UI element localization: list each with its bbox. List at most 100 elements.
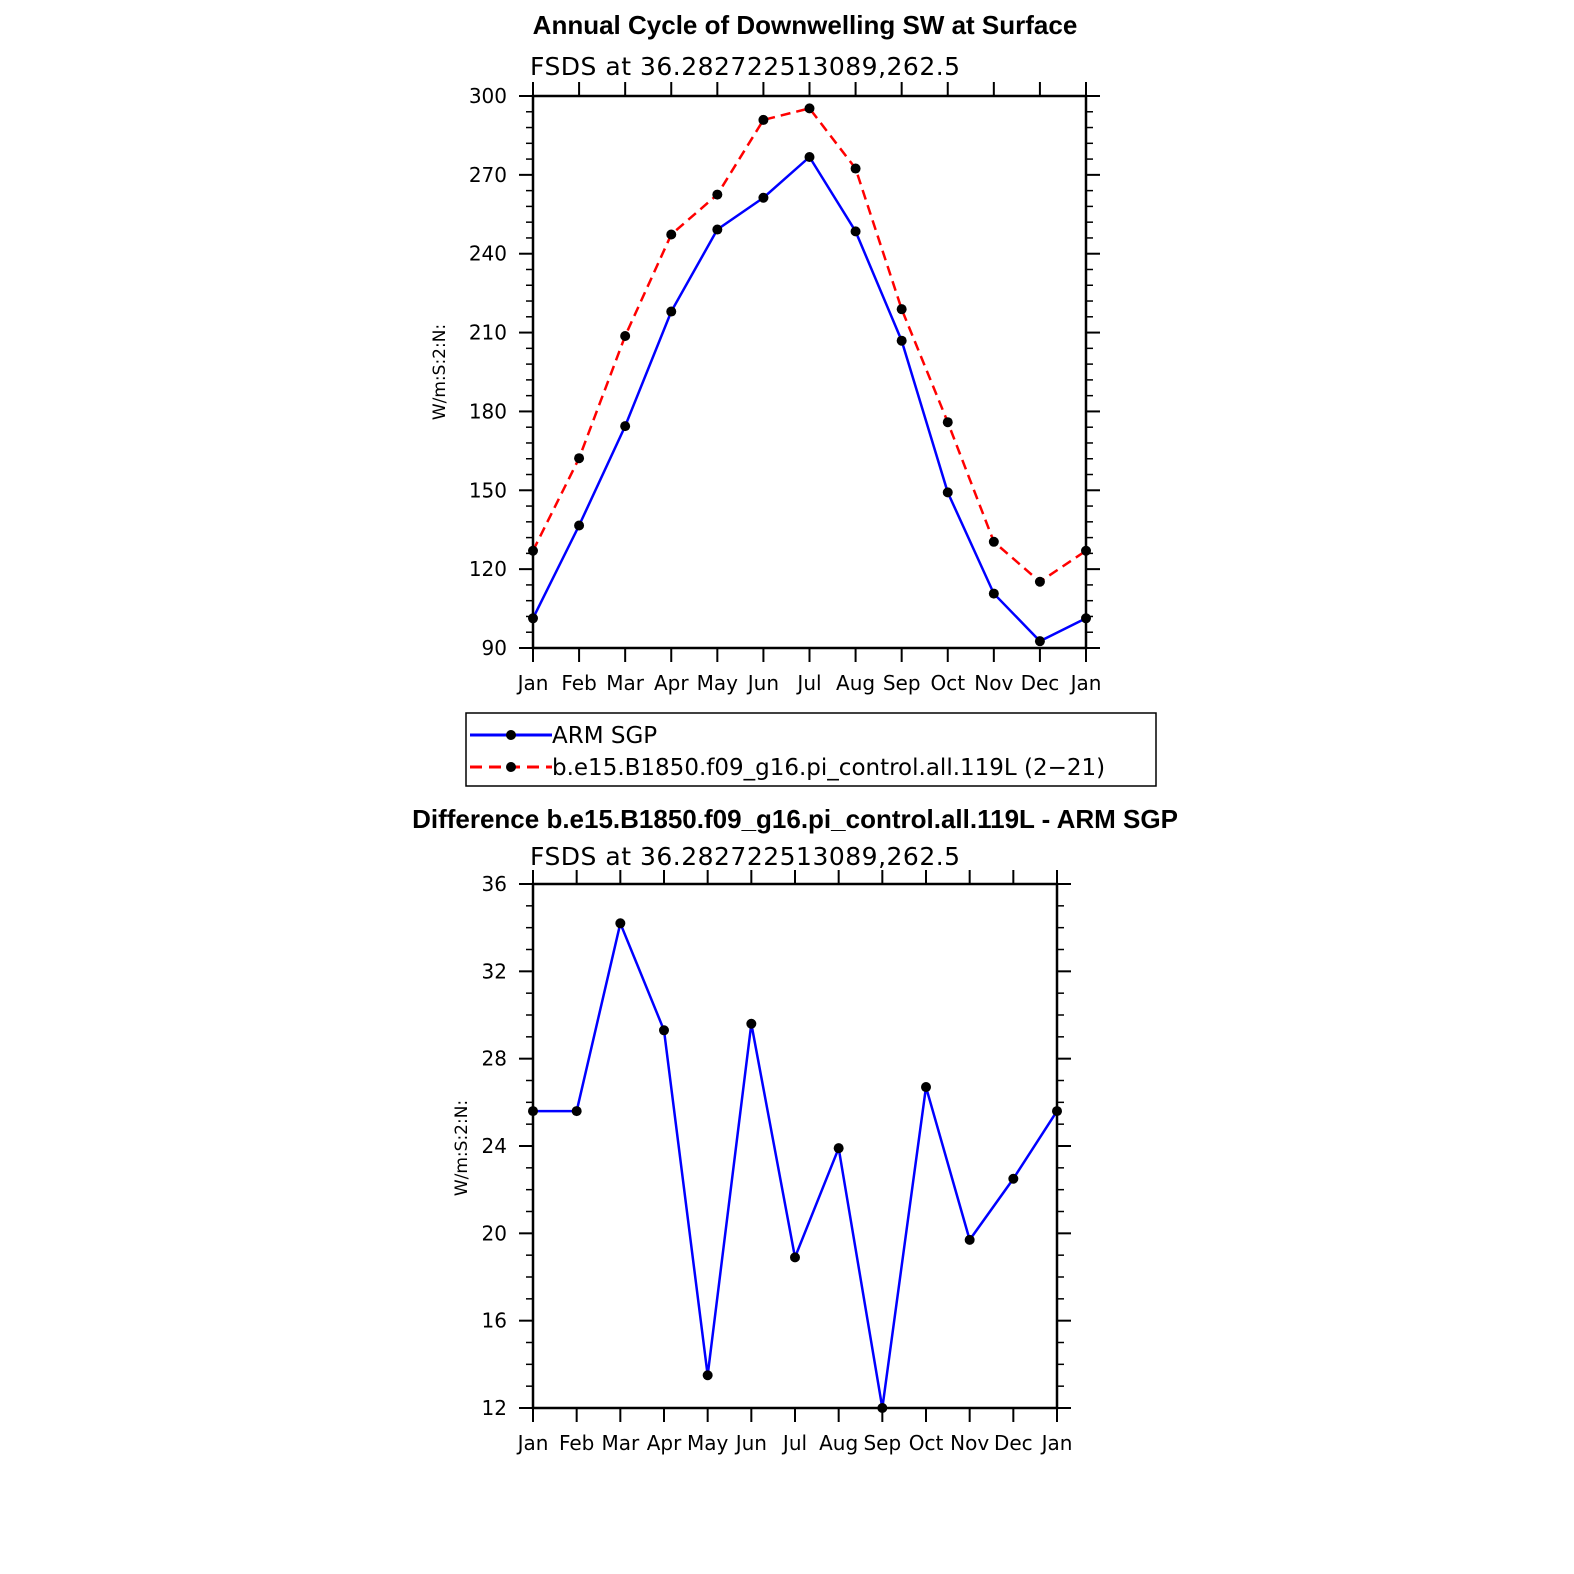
legend: ARM SGP b.e15.B1850.f09_g16.pi_control.a… <box>465 712 1157 787</box>
y-tick-label: 270 <box>469 163 507 187</box>
data-point <box>1034 576 1045 587</box>
y-tick-label: 90 <box>482 636 507 660</box>
data-point <box>790 1252 800 1263</box>
data-point <box>746 1018 757 1029</box>
y-tick-labels: 12 16 20 24 28 32 36 <box>482 872 507 1420</box>
legend-label-model: b.e15.B1850.f09_g16.pi_control.all.119L … <box>552 755 1105 781</box>
data-point <box>804 151 815 162</box>
x-tick-label: Apr <box>654 671 689 695</box>
x-tick-label: Nov <box>950 1431 989 1455</box>
data-point <box>574 453 585 464</box>
data-point <box>702 1370 713 1381</box>
x-tick-label: Oct <box>930 671 965 695</box>
axes-frame <box>519 82 1100 662</box>
data-point <box>964 1234 975 1245</box>
x-tick-label: Feb <box>559 1431 594 1455</box>
data-point <box>758 114 769 125</box>
series-group <box>528 103 1091 647</box>
data-point <box>1052 1106 1062 1117</box>
difference-chart: Difference b.e15.B1850.f09_g16.pi_contro… <box>412 804 1178 1455</box>
x-tick-label: Sep <box>883 671 921 695</box>
x-tick-label: May <box>687 1431 729 1455</box>
axes-frame <box>519 870 1071 1422</box>
data-point <box>921 1082 931 1093</box>
data-point <box>528 1106 538 1117</box>
data-point <box>666 306 677 317</box>
legend-marker-arm-sgp <box>506 730 516 740</box>
y-tick-label: 16 <box>482 1309 507 1333</box>
x-tick-label: Mar <box>601 1431 640 1455</box>
data-point <box>528 545 538 556</box>
chart-subtitle: FSDS at 36.282722513089,262.5 <box>530 842 961 871</box>
y-tick-label: 12 <box>482 1396 507 1420</box>
data-point <box>850 226 861 237</box>
x-tick-label: Feb <box>561 671 596 695</box>
data-point <box>942 487 953 498</box>
series-group <box>528 918 1062 1413</box>
y-tick-label: 150 <box>469 478 507 502</box>
x-tick-label: Jan <box>1040 1431 1073 1455</box>
y-tick-label: 180 <box>469 399 507 423</box>
plot-frame <box>531 94 1088 650</box>
data-point <box>615 918 626 929</box>
y-tick-label: 120 <box>469 557 507 581</box>
x-tick-label: Jun <box>734 1431 767 1455</box>
x-tick-label: May <box>697 671 739 695</box>
data-point <box>1081 545 1091 556</box>
x-tick-label: Jun <box>746 671 779 695</box>
data-point <box>1008 1173 1019 1184</box>
x-tick-label: Apr <box>647 1431 682 1455</box>
data-point <box>571 1106 582 1117</box>
data-point <box>620 330 631 341</box>
annual-cycle-chart: Annual Cycle of Downwelling SW at Surfac… <box>430 10 1157 787</box>
chart-subtitle: FSDS at 36.282722513089,262.5 <box>530 52 961 81</box>
data-point <box>528 613 538 624</box>
data-point <box>1034 636 1045 647</box>
x-tick-labels: Jan Feb Mar Apr May Jun Jul Aug Sep Oct Nov Dec Jan <box>516 1431 1073 1455</box>
x-tick-label: Dec <box>1021 671 1060 695</box>
x-tick-label: Aug <box>819 1431 858 1455</box>
data-point <box>758 192 769 203</box>
y-tick-label: 24 <box>482 1134 507 1158</box>
x-tick-label: Jul <box>781 1431 807 1455</box>
x-tick-labels: Jan Feb Mar Apr May Jun Jul Aug Sep Oct Nov Dec Jan <box>516 671 1102 695</box>
y-axis-label: W/m:S:2:N: <box>430 324 450 420</box>
x-tick-label: Jan <box>1069 671 1102 695</box>
y-tick-label: 28 <box>482 1047 507 1071</box>
y-tick-label: 210 <box>469 321 507 345</box>
data-point <box>620 421 631 432</box>
y-tick-labels: 90 120 150 180 210 240 270 300 <box>469 84 507 660</box>
data-point <box>850 163 861 174</box>
series-line-0 <box>533 919 1059 1409</box>
x-tick-label: Sep <box>863 1431 901 1455</box>
data-point <box>896 304 907 315</box>
series-line-0 <box>531 155 1087 643</box>
legend-box <box>465 712 1157 787</box>
x-tick-label: Jul <box>795 671 821 695</box>
x-tick-label: Mar <box>606 671 645 695</box>
y-tick-label: 32 <box>482 959 507 983</box>
x-tick-label: Nov <box>974 671 1013 695</box>
data-point <box>896 335 907 346</box>
data-point <box>988 588 999 599</box>
series-line-1 <box>531 106 1087 584</box>
y-tick-label: 240 <box>469 242 507 266</box>
x-tick-label: Aug <box>836 671 875 695</box>
chart-title: Annual Cycle of Downwelling SW at Surfac… <box>533 10 1078 40</box>
x-tick-label: Oct <box>909 1431 944 1455</box>
y-axis-label: W/m:S:2:N: <box>452 1100 472 1196</box>
data-point <box>988 536 999 547</box>
data-point <box>712 189 723 200</box>
data-point <box>833 1143 844 1154</box>
data-point <box>1081 613 1091 624</box>
legend-marker-model <box>506 762 516 772</box>
y-tick-label: 20 <box>482 1221 507 1245</box>
data-point <box>877 1403 888 1413</box>
chart-title: Difference b.e15.B1850.f09_g16.pi_contro… <box>412 804 1178 834</box>
data-point <box>659 1025 669 1036</box>
x-tick-label: Dec <box>994 1431 1033 1455</box>
x-tick-label: Jan <box>516 671 549 695</box>
legend-label-arm-sgp: ARM SGP <box>552 723 657 749</box>
data-point <box>666 229 677 240</box>
